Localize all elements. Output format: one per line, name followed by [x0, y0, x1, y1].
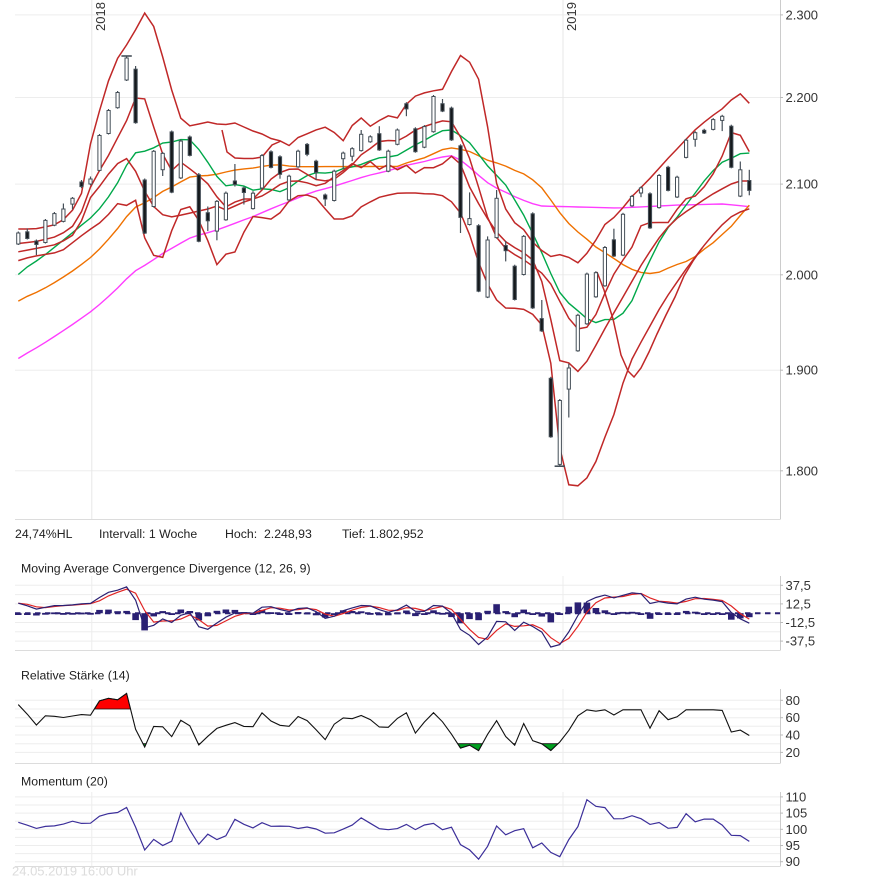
svg-text:2.100: 2.100	[786, 177, 819, 192]
svg-text:2.000: 2.000	[786, 267, 819, 282]
svg-text:100: 100	[786, 822, 808, 837]
svg-text:1.800: 1.800	[786, 463, 819, 478]
svg-text:Moving Average Convergence Div: Moving Average Convergence Divergence (1…	[21, 562, 311, 576]
svg-text:2.200: 2.200	[786, 90, 819, 105]
svg-text:37,5: 37,5	[786, 578, 811, 593]
svg-text:110: 110	[786, 789, 807, 804]
svg-text:Relative Stärke (14): Relative Stärke (14)	[21, 669, 130, 683]
svg-text:12,5: 12,5	[786, 596, 811, 611]
svg-text:Hoch: 2.248,93: Hoch: 2.248,93	[225, 527, 312, 541]
svg-text:90: 90	[786, 854, 800, 869]
svg-text:Tief: 1.802,952: Tief: 1.802,952	[342, 527, 424, 541]
svg-text:Momentum (20): Momentum (20)	[21, 775, 108, 789]
svg-text:95: 95	[786, 838, 800, 853]
svg-text:20: 20	[786, 745, 800, 760]
svg-text:40: 40	[786, 728, 800, 743]
svg-text:2018: 2018	[93, 2, 108, 31]
svg-text:24.05.2019 16:00 Uhr: 24.05.2019 16:00 Uhr	[12, 864, 138, 879]
svg-text:24,74%HL: 24,74%HL	[15, 527, 73, 541]
svg-text:60: 60	[786, 710, 800, 725]
svg-text:-12,5: -12,5	[786, 615, 816, 630]
svg-text:Intervall: 1 Woche: Intervall: 1 Woche	[99, 527, 197, 541]
svg-text:105: 105	[786, 806, 808, 821]
svg-text:2019: 2019	[564, 2, 579, 31]
svg-text:1.900: 1.900	[786, 363, 819, 378]
svg-text:2.300: 2.300	[786, 7, 819, 22]
svg-text:80: 80	[786, 693, 800, 708]
svg-text:-37,5: -37,5	[786, 634, 816, 649]
